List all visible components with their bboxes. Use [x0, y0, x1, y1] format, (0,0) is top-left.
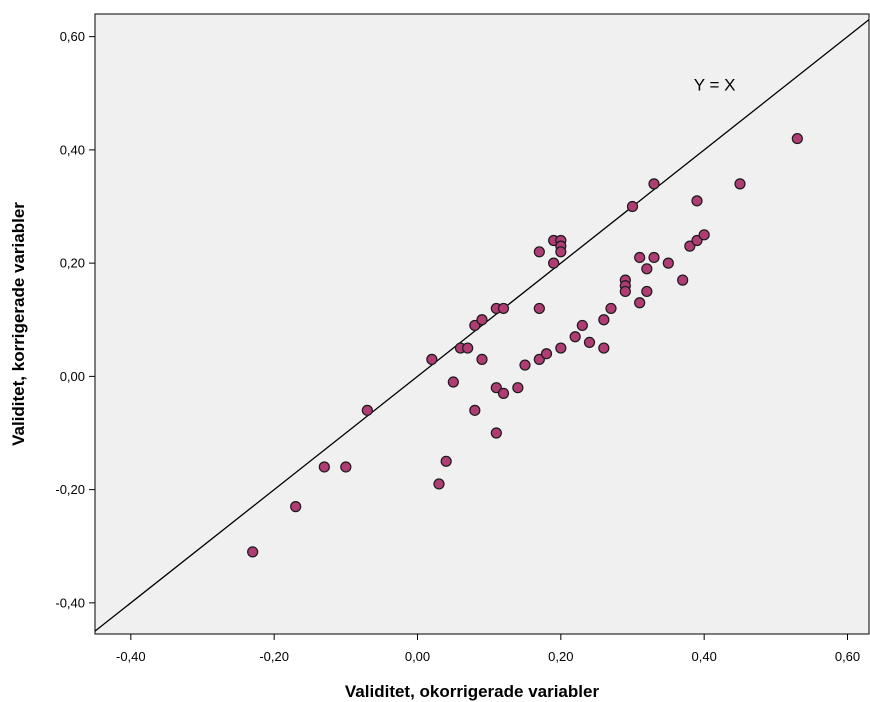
data-point [791, 132, 803, 145]
data-point [576, 319, 588, 332]
data-point [548, 257, 560, 269]
data-point [641, 285, 653, 298]
data-point [340, 461, 352, 473]
data-point [497, 387, 510, 399]
x-axis-title: Validitet, okorrigerade variabler [345, 682, 600, 701]
data-points [247, 132, 803, 558]
data-point [290, 501, 302, 513]
y-tick-label: -0,20 [55, 482, 85, 497]
y-tick-label: 0,00 [60, 369, 85, 384]
data-point [361, 404, 373, 416]
data-point [469, 319, 481, 332]
data-point [648, 178, 660, 190]
data-point [648, 251, 660, 264]
data-point [605, 302, 617, 315]
data-point [533, 302, 545, 315]
data-point [641, 263, 653, 275]
data-point [540, 348, 553, 360]
data-point [684, 240, 696, 252]
data-point [476, 314, 488, 326]
y-tick-label: 0,40 [60, 142, 85, 157]
data-point [533, 353, 545, 365]
data-point [462, 342, 474, 354]
y-tick-label: 0,60 [60, 29, 85, 44]
data-point [662, 257, 674, 269]
reference-line-y-equals-x [94, 19, 870, 632]
data-point [734, 178, 746, 190]
data-point [469, 404, 481, 416]
data-point [440, 455, 452, 467]
data-point [677, 274, 689, 286]
y-axis-title: Validitet, korrigerade variabler [9, 202, 28, 446]
data-point [490, 427, 502, 439]
data-point [691, 234, 703, 247]
x-tick-label: 0,20 [548, 649, 573, 664]
data-point [555, 342, 567, 354]
data-point [247, 546, 259, 558]
data-point [512, 382, 524, 394]
data-point [583, 336, 596, 349]
data-point [634, 251, 646, 264]
data-point [433, 478, 445, 490]
reference-line-label: Y = X [694, 75, 736, 94]
data-point [426, 353, 438, 365]
data-point [598, 342, 610, 354]
data-point [476, 353, 488, 365]
data-point [598, 314, 610, 326]
data-point [626, 200, 639, 213]
data-point [619, 285, 631, 298]
x-axis: -0,40 -0,20 0,00 0,20 0,40 0,60 [116, 634, 860, 664]
data-point [569, 331, 581, 343]
x-tick-label: -0,40 [116, 649, 146, 664]
data-point [490, 382, 502, 394]
data-point [698, 229, 710, 241]
y-tick-label: -0,40 [55, 595, 85, 610]
data-point [497, 302, 510, 315]
data-point [555, 246, 567, 258]
data-point [447, 376, 459, 388]
y-tick-label: 0,20 [60, 256, 85, 271]
x-tick-label: 0,60 [835, 649, 860, 664]
data-point [634, 297, 646, 309]
data-point [691, 195, 703, 207]
x-tick-label: 0,00 [405, 649, 430, 664]
data-point [533, 246, 545, 258]
data-point [318, 461, 330, 473]
y-axis: -0,40 -0,20 0,00 0,20 0,40 0,60 [55, 29, 95, 610]
x-tick-label: 0,40 [692, 649, 717, 664]
x-tick-label: -0,20 [259, 649, 289, 664]
data-point [519, 359, 531, 371]
